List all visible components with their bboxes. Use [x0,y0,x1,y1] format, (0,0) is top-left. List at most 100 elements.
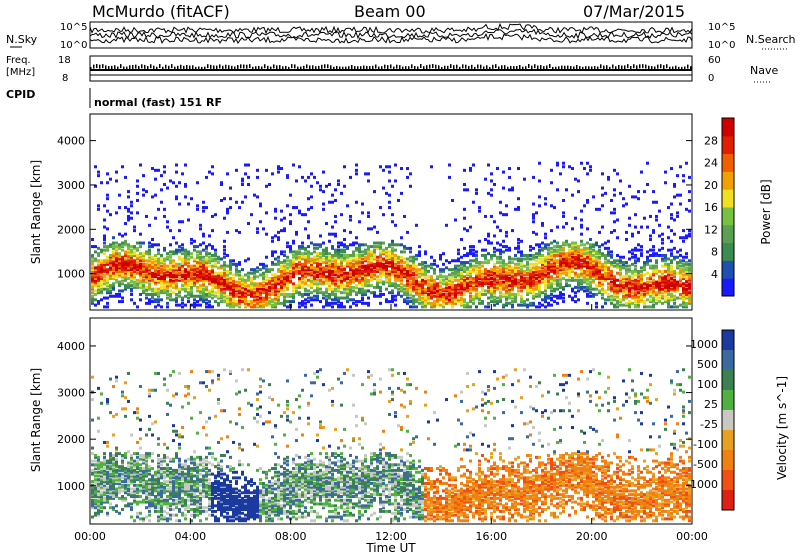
heatmap-cell [535,280,538,284]
heatmap-cell [469,280,472,284]
heatmap-cell [241,179,244,183]
heatmap-cell [415,305,418,309]
heatmap-cell [232,298,235,302]
heatmap-cell [247,292,250,296]
heatmap-cell [466,273,469,277]
freq-mark [312,65,314,70]
heatmap-cell [301,245,304,249]
heatmap-cell [283,278,286,282]
heatmap-cell [631,252,634,256]
heatmap-cell [310,291,313,295]
heatmap-cell [148,262,151,266]
heatmap-cell [199,278,202,282]
heatmap-cell [409,305,412,309]
heatmap-cell [307,266,310,270]
heatmap-cell [397,292,400,296]
heatmap-cell [190,287,193,291]
heatmap-cell [544,278,547,282]
heatmap-cell [106,269,109,273]
heatmap-cell [673,195,676,199]
freq-mark [672,66,674,71]
heatmap-cell [97,280,100,284]
heatmap-cell [166,282,169,286]
heatmap-cell [496,255,499,259]
heatmap-cell [148,241,151,245]
heatmap-cell [682,305,685,309]
freq-mark [99,64,101,69]
heatmap-cell [490,296,493,300]
heatmap-cell [553,261,556,265]
heatmap-cell [661,275,664,279]
heatmap-cell [166,273,169,277]
heatmap-cell [382,271,385,275]
heatmap-cell [334,220,337,224]
heatmap-cell [688,287,691,291]
heatmap-cell [172,273,175,277]
freq-mark [150,64,152,69]
heatmap-cell [688,298,691,302]
heatmap-cell [163,284,166,288]
heatmap-cell [466,261,469,265]
heatmap-cell [184,269,187,273]
heatmap-cell [532,257,535,261]
heatmap-cell [613,298,616,302]
heatmap-cell [346,280,349,284]
heatmap-cell [268,287,271,291]
heatmap-cell [292,289,295,293]
heatmap-cell [265,278,268,282]
heatmap-cell [106,291,109,295]
heatmap-cell [151,257,154,261]
heatmap-cell [250,289,253,293]
heatmap-cell [325,277,328,281]
heatmap-cell [571,250,574,254]
freq-mark [600,64,602,69]
heatmap-cell [373,250,376,254]
heatmap-cell [622,261,625,265]
heatmap-cell [265,275,268,279]
heatmap-cell [538,292,541,296]
heatmap-cell [586,248,589,252]
heatmap-cell [205,250,208,254]
heatmap-cell [628,223,631,227]
heatmap-cell [367,227,370,231]
heatmap-cell [655,294,658,298]
heatmap-cell [406,280,409,284]
heatmap-cell [541,261,544,265]
heatmap-cell [145,190,148,194]
heatmap-cell [355,262,358,266]
heatmap-cell [520,294,523,298]
heatmap-cell [535,255,538,259]
heatmap-cell [535,292,538,296]
heatmap-cell [406,246,409,250]
heatmap-cell [376,294,379,298]
heatmap-cell [670,264,673,268]
heatmap-cell [496,225,499,229]
heatmap-cell [637,292,640,296]
heatmap-cell [295,255,298,259]
heatmap-cell [604,255,607,259]
heatmap-cell [277,261,280,265]
heatmap-cell [475,282,478,286]
heatmap-cell [658,282,661,286]
heatmap-cell [169,229,172,233]
heatmap-cell [118,252,121,256]
heatmap-cell [634,253,637,257]
heatmap-cell [532,268,535,272]
heatmap-cell [223,273,226,277]
heatmap-cell [439,284,442,288]
heatmap-cell [388,261,391,265]
heatmap-cell [481,253,484,257]
heatmap-cell [283,227,286,231]
heatmap-cell [667,300,670,304]
heatmap-cell [184,287,187,291]
heatmap-cell [400,273,403,277]
heatmap-cell [190,285,193,289]
heatmap-cell [595,277,598,281]
heatmap-cell [655,218,658,222]
heatmap-cell [223,262,226,266]
heatmap-cell [391,243,394,247]
heatmap-cell [676,287,679,291]
heatmap-cell [118,193,121,197]
heatmap-cell [346,300,349,304]
freq-mark [645,64,647,69]
